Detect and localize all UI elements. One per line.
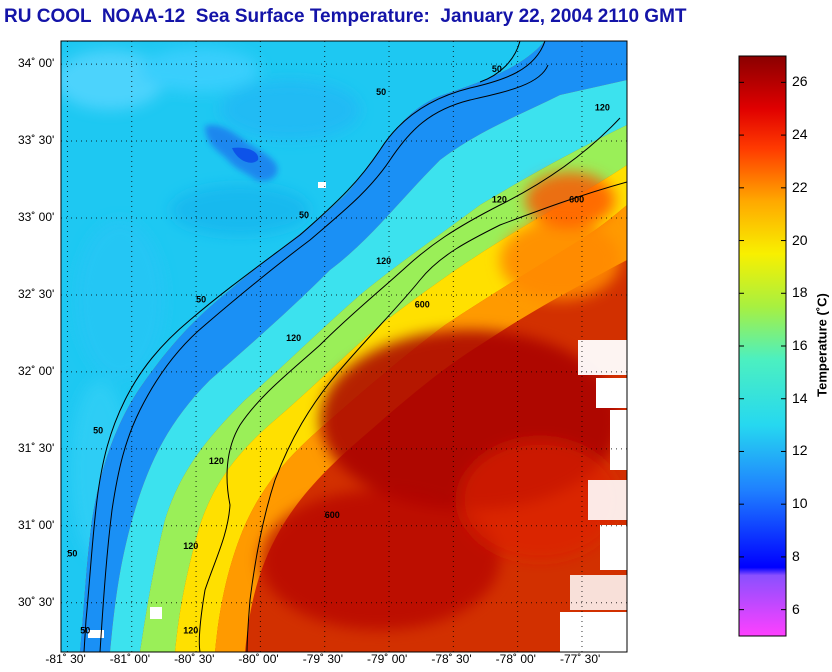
latitude-label: 33˚ 30' <box>18 133 55 148</box>
isobath-label: 50 <box>67 549 77 559</box>
isobath-label: 50 <box>492 64 502 74</box>
isobath-label: 600 <box>325 510 340 520</box>
isobath-label: 50 <box>376 87 386 97</box>
map-title: RU COOL NOAA-12 Sea Surface Temperature:… <box>4 6 687 27</box>
isobath-label: 120 <box>376 256 391 266</box>
colorbar-tick-label: 24 <box>792 126 808 143</box>
colorbar-tick-label: 10 <box>792 495 808 512</box>
sst-field: 50 50 50 50 50 50 50 120 120 120 120 120 120 120 600 60… <box>61 41 627 652</box>
isobath-label: 120 <box>183 541 198 551</box>
colorbar-tick-label: 14 <box>792 389 808 406</box>
isobath-label: 600 <box>415 299 430 309</box>
shelf-cyan <box>110 80 627 652</box>
colorbar-tick-label: 12 <box>792 442 808 459</box>
longitude-label: -77˚ 30' <box>559 652 601 666</box>
isobath-label: 120 <box>209 456 224 466</box>
water-body <box>232 147 259 163</box>
latitude-label: 30˚ 30' <box>18 594 55 609</box>
latitude-label: 32˚ 30' <box>18 286 55 301</box>
lat-lon-grid <box>61 41 627 652</box>
colorbar-tick-label: 16 <box>792 337 808 353</box>
longitude-label: -81˚ 30' <box>45 652 86 666</box>
isobath-label-layer: 50 50 50 50 50 50 50 120 120 120 120 120 120 120 600 60… <box>67 64 609 636</box>
isobath-50 <box>99 64 549 652</box>
isobath-120 <box>198 117 621 652</box>
colorbar <box>738 55 787 637</box>
isobath-label: 50 <box>93 425 103 435</box>
shelf-blue <box>80 41 627 652</box>
colorbar-tick-label: 26 <box>792 73 808 90</box>
cloud-mask <box>88 182 627 652</box>
isobath-label: 50 <box>299 210 309 220</box>
latitude-label: 31˚ 30' <box>18 440 55 455</box>
isobath-label: 120 <box>183 626 198 636</box>
isobath-label: 120 <box>492 195 507 205</box>
latitude-label: 31˚ 00' <box>18 517 55 532</box>
longitude-label: -80˚ 30' <box>174 652 215 666</box>
longitude-label: -78˚ 00' <box>495 652 536 666</box>
longitude-label: -79˚ 30' <box>302 652 344 666</box>
colorbar-tick-label: 6 <box>792 600 800 617</box>
isobath-label: 120 <box>595 102 610 112</box>
shelf-orange <box>215 205 627 652</box>
isobath-600 <box>246 181 627 652</box>
longitude-label: -81˚ 00' <box>109 652 151 666</box>
map-frame <box>60 40 628 653</box>
gulf-stream-core <box>260 172 620 630</box>
colorbar-tick-label: 18 <box>792 284 808 301</box>
latitude-label: 33˚ 00' <box>18 209 55 224</box>
coastline <box>83 41 546 652</box>
isobath-label: 600 <box>569 195 584 205</box>
longitude-label: -78˚ 30' <box>431 652 472 666</box>
colorbar-tick-label: 22 <box>792 178 808 195</box>
isobath-label: 50 <box>196 295 206 305</box>
longitude-label: -80˚ 00' <box>238 652 279 666</box>
isobath-label: 50 <box>80 626 90 636</box>
latitude-label: 32˚ 00' <box>18 363 55 378</box>
latitude-label: 34˚ 00' <box>18 56 55 71</box>
longitude-label: -79˚ 00' <box>367 652 408 666</box>
colorbar-tick-label: 20 <box>792 231 808 248</box>
colorbar-tick-label: 8 <box>792 547 800 564</box>
isobath-label: 120 <box>286 333 301 343</box>
colorbar-ticks <box>739 81 786 611</box>
isobath-contours <box>99 64 627 652</box>
colorbar-title: Temperature (˚C) <box>814 293 830 397</box>
